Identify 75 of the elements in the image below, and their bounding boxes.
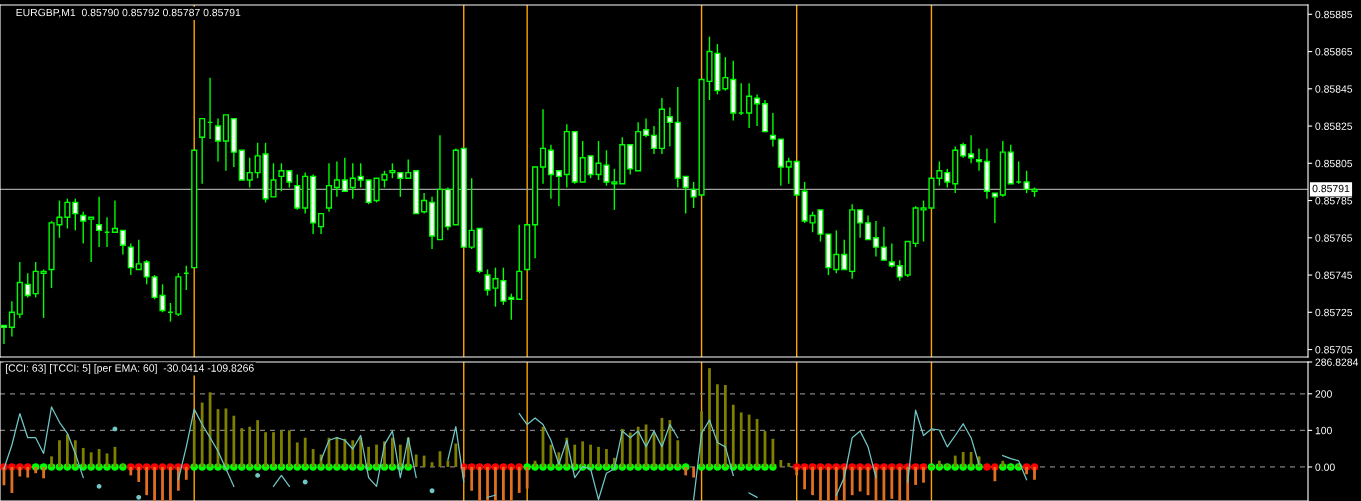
candlestick: [40, 268, 47, 319]
candlestick: [127, 242, 134, 276]
candlestick: [32, 261, 39, 299]
candlestick: [975, 147, 983, 172]
point: [136, 494, 142, 500]
candlestick: [317, 212, 325, 235]
candlestick: [278, 162, 285, 192]
candlestick: [246, 157, 253, 189]
candlestick: [864, 214, 872, 241]
ref-line-label: 0.85791: [1312, 184, 1350, 193]
candlestick: [642, 117, 650, 138]
candlestick: [119, 229, 126, 256]
candlestick: [753, 93, 761, 127]
point: [112, 426, 118, 432]
candlestick: [666, 106, 673, 148]
y-tick-label: 0.85825: [1315, 122, 1353, 130]
candlestick: [722, 56, 729, 92]
candlestick: [880, 225, 887, 261]
candlestick: [555, 170, 562, 207]
candlestick: [944, 168, 951, 189]
candlestick: [508, 292, 515, 321]
candlestick: [682, 175, 689, 215]
point: [255, 472, 261, 478]
candlestick: [888, 242, 895, 269]
candlestick: [8, 300, 15, 338]
candlestick: [111, 199, 119, 233]
candlestick: [325, 162, 333, 213]
candlestick: [80, 211, 87, 245]
candlestick: [539, 108, 547, 185]
candlestick: [769, 112, 776, 148]
candlestick: [468, 177, 475, 250]
y-tick-label: 100: [1315, 426, 1332, 435]
candlestick: [896, 259, 903, 282]
y-tick-label: 0.85765: [1315, 234, 1353, 242]
candlestick: [857, 209, 864, 239]
candlestick: [841, 238, 848, 271]
candlestick: [349, 162, 356, 200]
candlestick: [785, 157, 792, 185]
candlestick: [421, 192, 428, 215]
y-tick-label: 286.8284: [1315, 358, 1359, 366]
y-tick-label: 0.85785: [1315, 197, 1353, 205]
y-tick-label: 0.85885: [1315, 10, 1353, 19]
y-tick-label: 0.85705: [1315, 346, 1353, 354]
y-tick-label: 0.00: [1315, 463, 1335, 471]
candlestick: [143, 259, 150, 286]
candlestick: [872, 220, 880, 258]
candlestick: [991, 192, 998, 224]
candlestick: [96, 196, 103, 248]
candlestick: [746, 82, 753, 129]
candlestick: [341, 157, 348, 192]
point: [96, 483, 102, 489]
point: [429, 488, 435, 494]
candlestick: [214, 117, 222, 163]
candlestick: [650, 125, 658, 155]
candlestick: [357, 162, 364, 189]
chart-title: [CCI: 63] [TCCI: 5] [per EMA: 60] -30.0414 -109.8266: [5, 364, 254, 374]
candlestick: [24, 272, 31, 299]
y-tick-label: 0.85865: [1315, 48, 1353, 56]
y-tick-label: 0.85845: [1315, 85, 1353, 93]
candlestick: [405, 158, 412, 179]
candlestick: [333, 160, 340, 198]
y-tick-label: 0.85805: [1315, 159, 1353, 168]
y-tick-label: 200: [1315, 390, 1332, 398]
candlestick: [833, 229, 840, 274]
candlestick: [72, 197, 79, 232]
y-tick-label: 0.85725: [1315, 308, 1353, 317]
candlestick: [294, 173, 301, 211]
y-tick-label: 0.85745: [1315, 271, 1353, 279]
candlestick: [199, 117, 206, 185]
candlestick: [88, 216, 95, 263]
candlestick: [968, 134, 975, 165]
candlestick: [135, 238, 142, 271]
candlestick: [397, 171, 404, 198]
chart-title: EURGBP,M1 0.85790 0.85792 0.85787 0.85791: [16, 8, 241, 18]
point: [302, 479, 308, 485]
